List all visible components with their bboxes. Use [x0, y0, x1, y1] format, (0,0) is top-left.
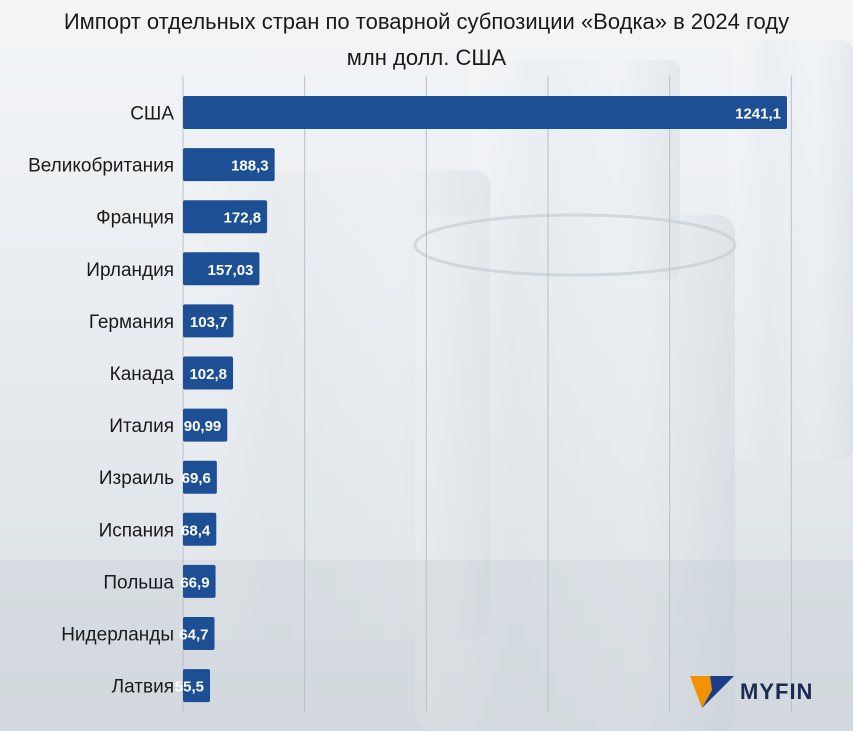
value-label: 66,9	[180, 574, 209, 591]
category-label: Израиль	[99, 468, 174, 489]
category-label: Италия	[109, 416, 174, 437]
value-label: 1241,1	[735, 106, 781, 123]
bar-2	[183, 200, 268, 234]
category-label: США	[130, 104, 174, 125]
category-label: Нидерланды	[61, 625, 174, 646]
category-label: Латвия	[112, 677, 174, 698]
bar-11	[183, 669, 211, 703]
value-label: 68,4	[181, 522, 211, 539]
chart-subtitle: млн долл. США	[346, 45, 507, 70]
category-label: Канада	[110, 364, 175, 385]
bar-7	[183, 460, 217, 494]
bar-1	[183, 148, 275, 182]
category-label: Германия	[89, 312, 174, 333]
value-label: 64,7	[179, 627, 208, 644]
value-label: 172,8	[224, 210, 262, 227]
value-label: 157,03	[208, 262, 254, 279]
bar-8	[183, 512, 217, 546]
category-label: Ирландия	[86, 260, 174, 281]
bar-6	[183, 408, 228, 442]
value-label: 103,7	[190, 314, 228, 331]
value-label: 188,3	[231, 158, 269, 175]
bar-9	[183, 564, 216, 598]
category-label: Франция	[96, 208, 174, 229]
category-label: Испания	[99, 520, 174, 541]
myfin-logo-icon	[690, 676, 734, 708]
category-label: Великобритания	[28, 156, 174, 177]
bar-5	[183, 356, 234, 390]
bar-10	[183, 617, 215, 650]
chart-title: Импорт отдельных стран по товарной субпо…	[63, 9, 790, 34]
category-label: Польша	[103, 572, 174, 593]
value-label: 55,5	[175, 679, 204, 696]
value-label: 90,99	[184, 418, 222, 435]
myfin-logo: MYFIN	[690, 672, 840, 712]
bar-3	[183, 252, 260, 286]
value-label: 69,6	[182, 470, 211, 487]
brand-name: MYFIN	[740, 679, 814, 704]
bar-4	[183, 304, 234, 338]
value-label: 102,8	[189, 366, 227, 383]
bar-0	[183, 96, 787, 129]
